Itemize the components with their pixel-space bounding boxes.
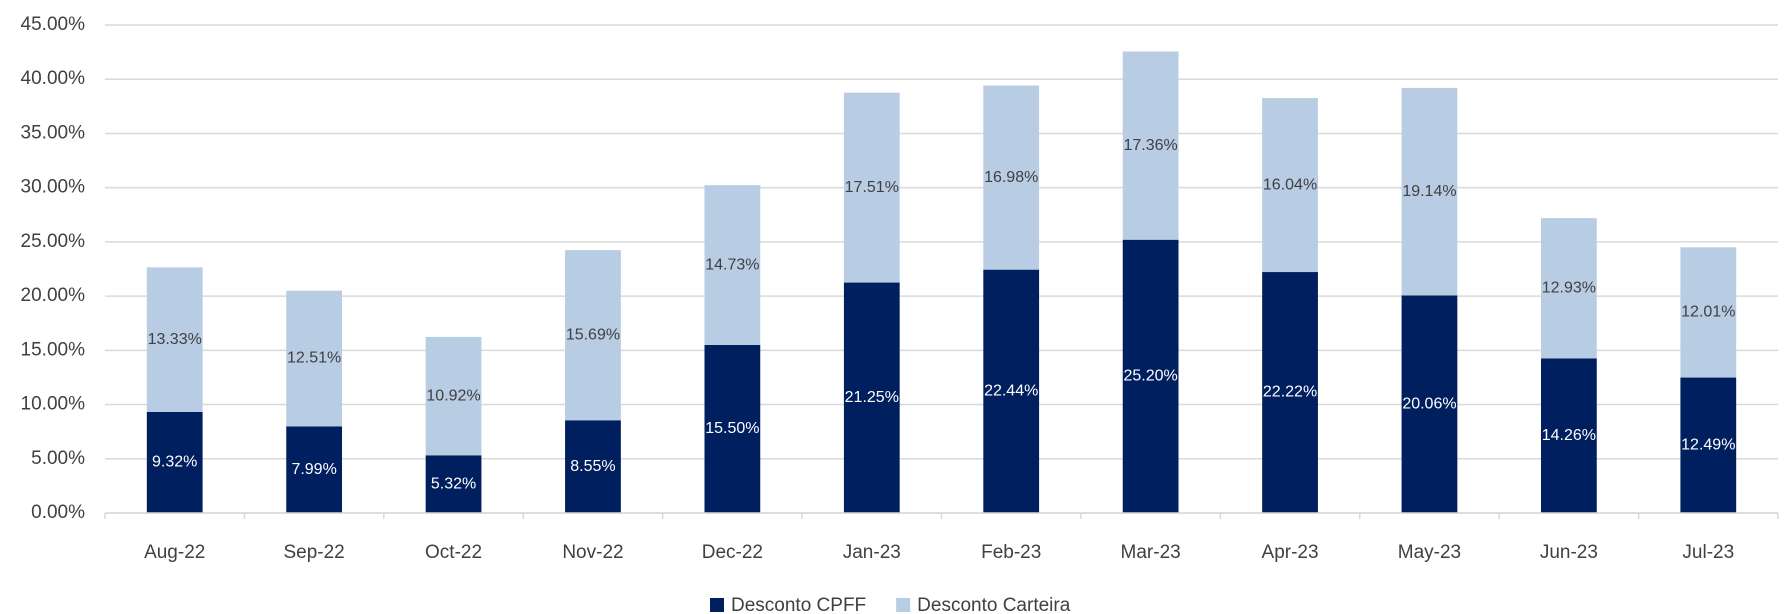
y-tick-label: 35.00%	[21, 122, 86, 143]
bar-segment	[843, 92, 900, 283]
bar-segment	[1122, 51, 1179, 240]
data-label: 15.50%	[705, 420, 759, 437]
y-tick-label: 40.00%	[21, 68, 86, 89]
bar-segment	[146, 267, 203, 412]
bar-segment	[1262, 272, 1318, 513]
data-label: 14.26%	[1542, 427, 1596, 444]
data-label: 8.55%	[570, 458, 615, 475]
data-label: 21.25%	[845, 389, 899, 406]
data-label: 10.92%	[426, 387, 480, 404]
y-tick-label: 25.00%	[21, 231, 86, 252]
data-label: 20.06%	[1402, 395, 1456, 412]
bar-segment	[286, 426, 343, 513]
data-label: 16.04%	[1263, 176, 1317, 193]
data-label: 19.14%	[1402, 183, 1456, 200]
bar-segment	[565, 420, 621, 513]
data-label: 12.01%	[1681, 304, 1735, 321]
bar-segment	[1122, 239, 1179, 513]
x-tick-label: Jun-23	[1540, 542, 1598, 563]
y-tick-label: 15.00%	[21, 339, 86, 360]
data-label: 17.36%	[1123, 137, 1177, 154]
data-label: 12.49%	[1681, 436, 1735, 453]
x-tick-label: Dec-22	[702, 542, 763, 563]
bar-segment	[1262, 98, 1318, 273]
bar-segment	[1540, 218, 1597, 359]
y-tick-label: 10.00%	[21, 394, 86, 415]
data-label: 7.99%	[291, 461, 336, 478]
y-tick-label: 20.00%	[21, 285, 86, 306]
data-label: 9.32%	[152, 454, 197, 471]
y-tick-label: 30.00%	[21, 177, 86, 198]
data-label: 16.98%	[984, 169, 1038, 186]
data-label: 22.22%	[1263, 384, 1317, 401]
bar-segment	[425, 336, 482, 456]
data-label: 5.32%	[431, 475, 476, 492]
x-tick-label: Oct-22	[425, 542, 482, 563]
y-tick-label: 5.00%	[31, 448, 85, 469]
y-tick-label: 0.00%	[31, 502, 85, 523]
bar-segment	[1680, 377, 1737, 513]
bar-segment	[1401, 295, 1458, 513]
x-tick-label: Jan-23	[843, 542, 901, 563]
x-tick-label: Apr-23	[1262, 542, 1319, 563]
bar-segment	[565, 250, 621, 421]
legend-label: Desconto CPFF	[731, 595, 866, 614]
data-label: 22.44%	[984, 383, 1038, 400]
x-tick-label: Mar-23	[1121, 542, 1181, 563]
bar-segment	[704, 185, 761, 345]
bar-segment	[1540, 358, 1597, 513]
x-tick-label: Jul-23	[1682, 542, 1734, 563]
bar-segment	[704, 344, 761, 513]
x-tick-label: Feb-23	[981, 542, 1041, 563]
x-tick-label: May-23	[1398, 542, 1461, 563]
data-label: 13.33%	[148, 331, 202, 348]
data-label: 15.69%	[566, 326, 620, 343]
data-label: 12.51%	[287, 350, 341, 367]
legend-label: Desconto Carteira	[917, 595, 1071, 614]
bar-segment	[1680, 247, 1737, 378]
bar-segment	[146, 411, 203, 513]
bar-segment	[286, 290, 343, 427]
x-tick-label: Sep-22	[283, 542, 344, 563]
bar-segment	[983, 269, 1040, 513]
y-tick-label: 45.00%	[21, 14, 86, 35]
data-label: 14.73%	[705, 256, 759, 273]
data-label: 12.93%	[1542, 279, 1596, 296]
data-label: 17.51%	[845, 179, 899, 196]
bar-segment	[843, 282, 900, 513]
bar-segment	[425, 455, 482, 513]
legend-swatch	[896, 598, 911, 612]
x-tick-label: Aug-22	[144, 542, 205, 563]
bar-segment	[1401, 87, 1458, 296]
bar-segment	[983, 85, 1040, 270]
x-tick-label: Nov-22	[562, 542, 623, 563]
legend-swatch	[710, 598, 724, 612]
data-label: 25.20%	[1123, 368, 1177, 385]
